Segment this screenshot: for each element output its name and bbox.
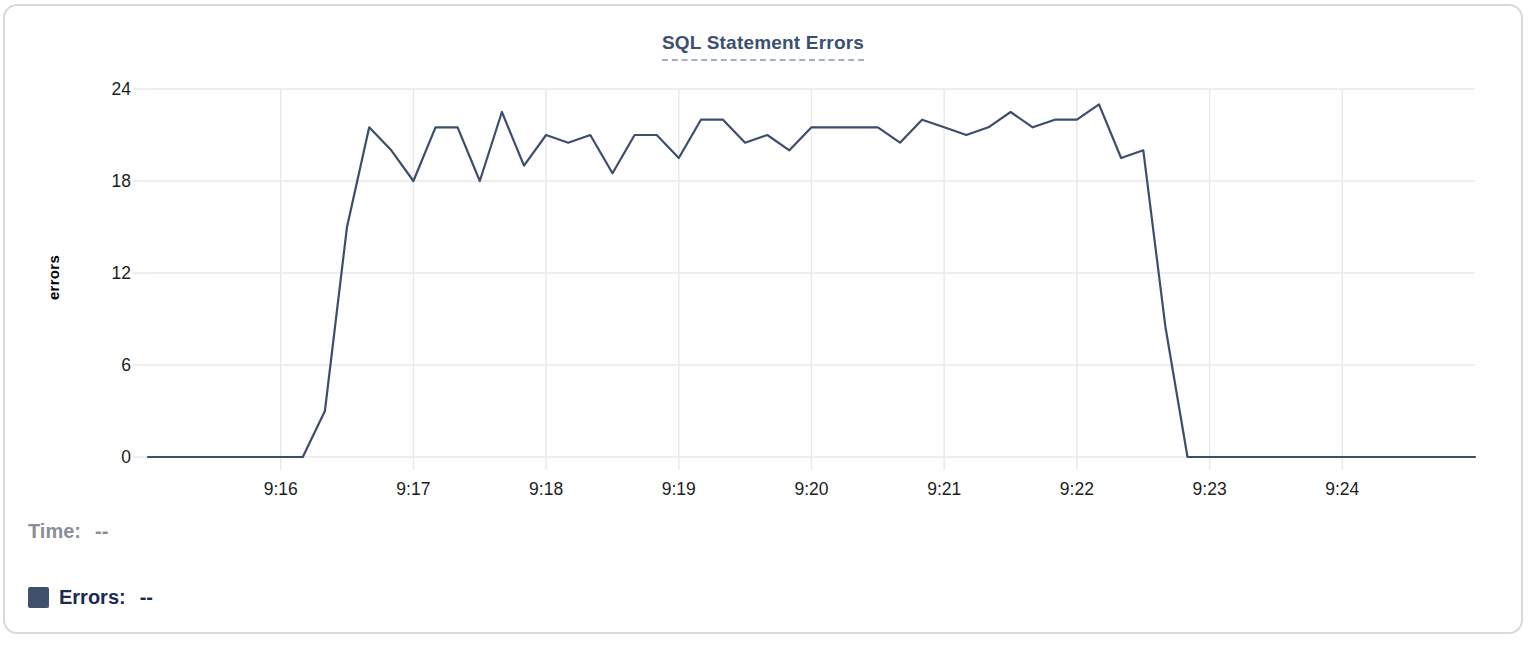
chart-title[interactable]: SQL Statement Errors bbox=[662, 32, 864, 61]
chart-legend: Time: -- Errors: -- bbox=[28, 518, 153, 610]
chart-card: 0 6 12 18 24 9:16 9:17 9:18 9:19 9:20 9:21 9:22 9:23… bbox=[3, 4, 1523, 634]
legend-errors-value: -- bbox=[140, 586, 153, 609]
legend-time-row: Time: -- bbox=[28, 518, 153, 544]
x-tick-label: 9:20 bbox=[794, 479, 828, 499]
y-tick-label: 12 bbox=[112, 263, 131, 283]
y-tick-label: 18 bbox=[112, 171, 131, 191]
y-axis-title: errors bbox=[45, 248, 62, 308]
x-tick-label: 9:18 bbox=[529, 479, 563, 499]
x-tick-label: 9:19 bbox=[662, 479, 696, 499]
chart-title-row: SQL Statement Errors bbox=[5, 32, 1521, 61]
legend-time-value: -- bbox=[95, 520, 108, 543]
legend-errors-row: Errors: -- bbox=[28, 584, 153, 610]
x-tick-label: 9:21 bbox=[927, 479, 961, 499]
x-tick-label: 9:16 bbox=[264, 479, 298, 499]
x-tick-label: 9:17 bbox=[396, 479, 430, 499]
y-tick-label: 24 bbox=[112, 79, 132, 99]
x-tick-label: 9:24 bbox=[1325, 479, 1359, 499]
errors-line-chart[interactable]: 0 6 12 18 24 9:16 9:17 9:18 9:19 9:20 9:21 9:22 9:23… bbox=[5, 6, 1528, 518]
x-tick-label: 9:22 bbox=[1060, 479, 1094, 499]
x-tick-label: 9:23 bbox=[1193, 479, 1227, 499]
legend-time-label: Time: bbox=[28, 520, 81, 543]
y-tick-label: 6 bbox=[121, 355, 131, 375]
errors-series-swatch bbox=[28, 587, 49, 608]
screenshot-root: 0 6 12 18 24 9:16 9:17 9:18 9:19 9:20 9:21 9:22 9:23… bbox=[0, 0, 1528, 652]
y-tick-label: 0 bbox=[121, 447, 131, 467]
legend-errors-label: Errors: bbox=[59, 586, 126, 609]
